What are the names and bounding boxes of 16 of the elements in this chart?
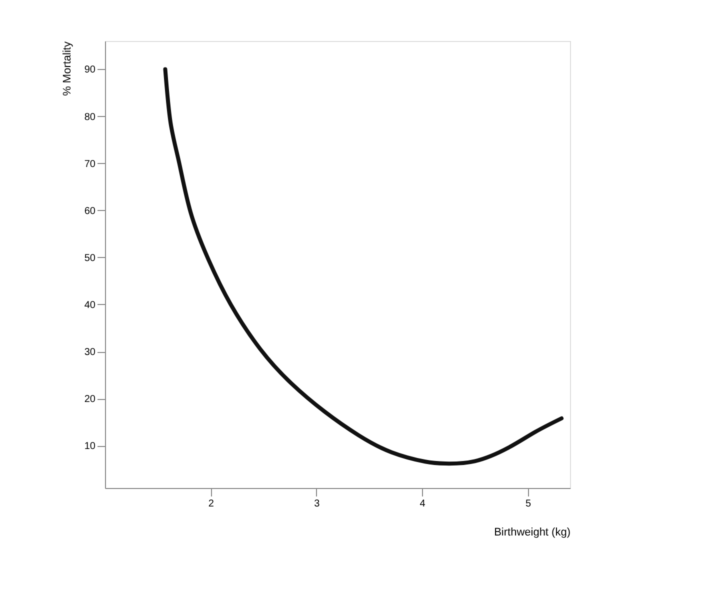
y-tick-label: 30 bbox=[84, 347, 96, 358]
y-tick-label: 70 bbox=[84, 158, 96, 170]
line-series bbox=[163, 67, 564, 466]
x-tick-label: 3 bbox=[314, 498, 320, 510]
y-tick-label: 20 bbox=[84, 394, 96, 406]
y-tick-label: 40 bbox=[84, 300, 96, 311]
x-tick-label: 2 bbox=[208, 498, 214, 510]
y-tick-label: 80 bbox=[84, 112, 96, 123]
x-tick-label: 4 bbox=[420, 498, 426, 510]
y-tick-label: 60 bbox=[84, 206, 96, 217]
y-tick-label: 10 bbox=[84, 441, 96, 452]
y-tick-label: 50 bbox=[84, 252, 96, 264]
x-axis-title: Birthweight (kg) bbox=[494, 526, 570, 538]
x-tick-label: 5 bbox=[525, 498, 532, 510]
y-axis-title: % Mortality bbox=[61, 41, 74, 96]
y-tick-label: 90 bbox=[84, 64, 96, 76]
